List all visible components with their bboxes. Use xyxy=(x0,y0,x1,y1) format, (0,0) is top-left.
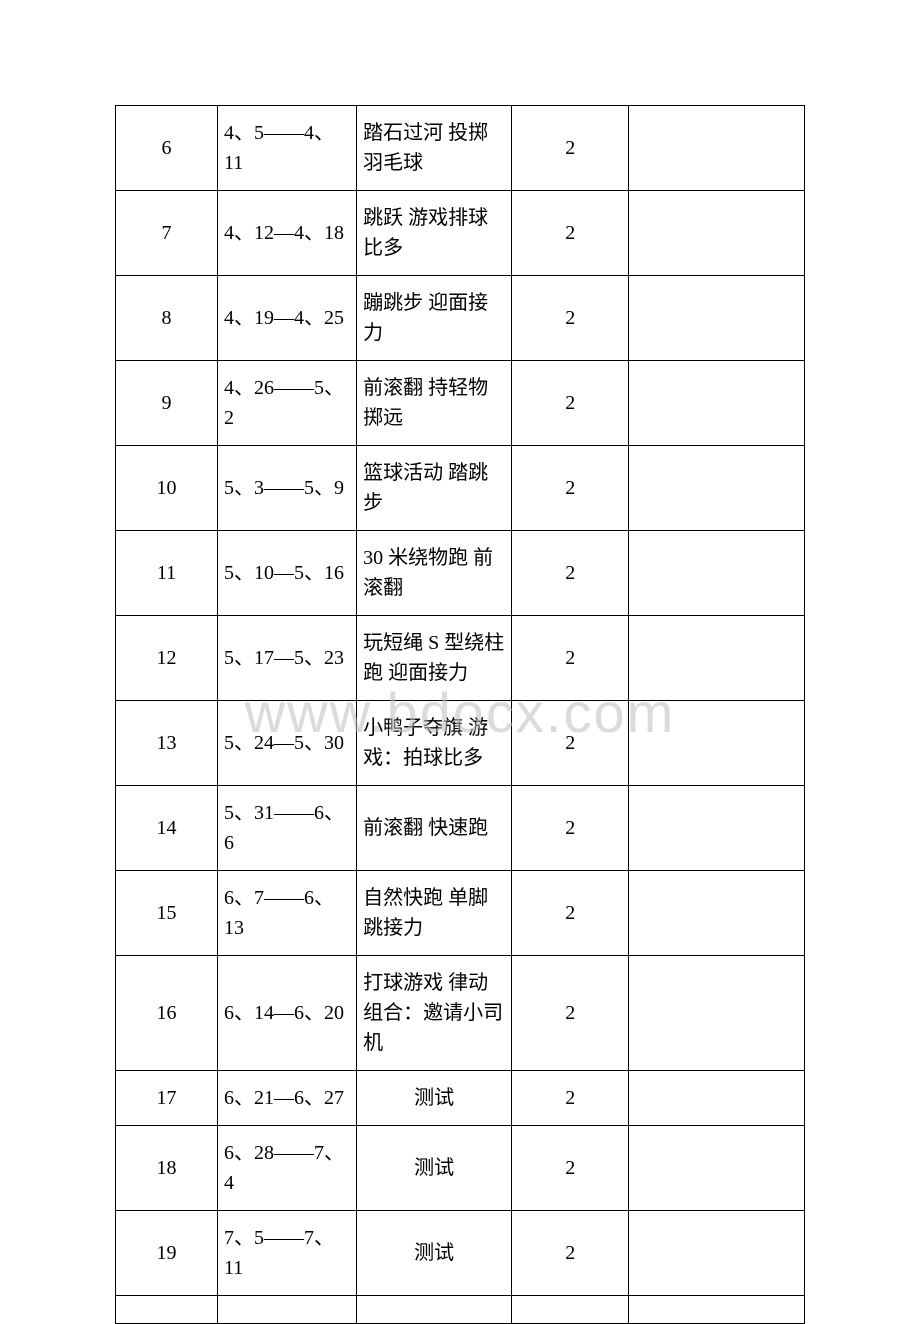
remark-cell xyxy=(629,191,805,276)
date-range-cell: 7、5——7、11 xyxy=(217,1211,356,1296)
row-number-cell: 16 xyxy=(116,956,218,1071)
row-number-cell: 13 xyxy=(116,701,218,786)
hours-cell: 2 xyxy=(512,616,629,701)
table-row-empty xyxy=(116,1296,805,1324)
table-row: 125、17—5、23玩短绳 S 型绕柱跑 迎面接力2 xyxy=(116,616,805,701)
remark-cell xyxy=(629,1211,805,1296)
date-range-cell: 4、19—4、25 xyxy=(217,276,356,361)
date-range-cell: 5、3——5、9 xyxy=(217,446,356,531)
table-row: 166、14—6、20打球游戏 律动组合：邀请小司机2 xyxy=(116,956,805,1071)
hours-cell: 2 xyxy=(512,1126,629,1211)
date-range-cell: 4、5——4、11 xyxy=(217,106,356,191)
table-row: 156、7——6、13自然快跑 单脚跳接力2 xyxy=(116,871,805,956)
row-number-cell: 9 xyxy=(116,361,218,446)
date-range-cell: 4、12—4、18 xyxy=(217,191,356,276)
row-number-cell: 7 xyxy=(116,191,218,276)
content-cell: 30 米绕物跑 前滚翻 xyxy=(357,531,512,616)
table-row: 115、10—5、1630 米绕物跑 前滚翻2 xyxy=(116,531,805,616)
row-number-cell: 11 xyxy=(116,531,218,616)
empty-cell xyxy=(629,1296,805,1324)
content-cell: 玩短绳 S 型绕柱跑 迎面接力 xyxy=(357,616,512,701)
content-cell: 测试 xyxy=(357,1071,512,1126)
date-range-cell: 6、14—6、20 xyxy=(217,956,356,1071)
remark-cell xyxy=(629,616,805,701)
hours-cell: 2 xyxy=(512,701,629,786)
table-row: 105、3——5、9篮球活动 踏跳步2 xyxy=(116,446,805,531)
date-range-cell: 6、7——6、13 xyxy=(217,871,356,956)
content-cell: 测试 xyxy=(357,1126,512,1211)
content-cell: 小鸭子夺旗 游戏：拍球比多 xyxy=(357,701,512,786)
row-number-cell: 6 xyxy=(116,106,218,191)
table-row: 145、31——6、6前滚翻 快速跑2 xyxy=(116,786,805,871)
date-range-cell: 5、10—5、16 xyxy=(217,531,356,616)
remark-cell xyxy=(629,1071,805,1126)
hours-cell: 2 xyxy=(512,446,629,531)
hours-cell: 2 xyxy=(512,871,629,956)
remark-cell xyxy=(629,276,805,361)
table-row: 176、21—6、27测试2 xyxy=(116,1071,805,1126)
hours-cell: 2 xyxy=(512,1071,629,1126)
schedule-table-body: 64、5——4、11踏石过河 投掷羽毛球274、12—4、18跳跃 游戏排球比多… xyxy=(116,106,805,1324)
empty-cell xyxy=(512,1296,629,1324)
remark-cell xyxy=(629,1126,805,1211)
date-range-cell: 4、26——5、2 xyxy=(217,361,356,446)
remark-cell xyxy=(629,956,805,1071)
hours-cell: 2 xyxy=(512,191,629,276)
content-cell: 前滚翻 快速跑 xyxy=(357,786,512,871)
hours-cell: 2 xyxy=(512,276,629,361)
row-number-cell: 15 xyxy=(116,871,218,956)
remark-cell xyxy=(629,531,805,616)
remark-cell xyxy=(629,361,805,446)
table-row: 84、19—4、25蹦跳步 迎面接力2 xyxy=(116,276,805,361)
row-number-cell: 14 xyxy=(116,786,218,871)
remark-cell xyxy=(629,786,805,871)
content-cell: 测试 xyxy=(357,1211,512,1296)
hours-cell: 2 xyxy=(512,361,629,446)
row-number-cell: 8 xyxy=(116,276,218,361)
table-row: 135、24—5、30小鸭子夺旗 游戏：拍球比多2 xyxy=(116,701,805,786)
content-cell: 前滚翻 持轻物掷远 xyxy=(357,361,512,446)
hours-cell: 2 xyxy=(512,786,629,871)
remark-cell xyxy=(629,871,805,956)
row-number-cell: 12 xyxy=(116,616,218,701)
hours-cell: 2 xyxy=(512,531,629,616)
date-range-cell: 5、17—5、23 xyxy=(217,616,356,701)
table-row: 94、26——5、2前滚翻 持轻物掷远2 xyxy=(116,361,805,446)
row-number-cell: 18 xyxy=(116,1126,218,1211)
content-cell: 打球游戏 律动组合：邀请小司机 xyxy=(357,956,512,1071)
content-cell: 篮球活动 踏跳步 xyxy=(357,446,512,531)
remark-cell xyxy=(629,106,805,191)
row-number-cell: 19 xyxy=(116,1211,218,1296)
content-cell: 自然快跑 单脚跳接力 xyxy=(357,871,512,956)
row-number-cell: 17 xyxy=(116,1071,218,1126)
empty-cell xyxy=(357,1296,512,1324)
remark-cell xyxy=(629,701,805,786)
row-number-cell: 10 xyxy=(116,446,218,531)
table-row: 186、28——7、4测试2 xyxy=(116,1126,805,1211)
date-range-cell: 6、28——7、4 xyxy=(217,1126,356,1211)
table-row: 197、5——7、11测试2 xyxy=(116,1211,805,1296)
table-row: 64、5——4、11踏石过河 投掷羽毛球2 xyxy=(116,106,805,191)
content-cell: 跳跃 游戏排球比多 xyxy=(357,191,512,276)
schedule-table: 64、5——4、11踏石过河 投掷羽毛球274、12—4、18跳跃 游戏排球比多… xyxy=(115,105,805,1324)
content-cell: 踏石过河 投掷羽毛球 xyxy=(357,106,512,191)
hours-cell: 2 xyxy=(512,1211,629,1296)
content-cell: 蹦跳步 迎面接力 xyxy=(357,276,512,361)
hours-cell: 2 xyxy=(512,956,629,1071)
date-range-cell: 5、24—5、30 xyxy=(217,701,356,786)
date-range-cell: 5、31——6、6 xyxy=(217,786,356,871)
empty-cell xyxy=(217,1296,356,1324)
remark-cell xyxy=(629,446,805,531)
table-row: 74、12—4、18跳跃 游戏排球比多2 xyxy=(116,191,805,276)
empty-cell xyxy=(116,1296,218,1324)
date-range-cell: 6、21—6、27 xyxy=(217,1071,356,1126)
hours-cell: 2 xyxy=(512,106,629,191)
